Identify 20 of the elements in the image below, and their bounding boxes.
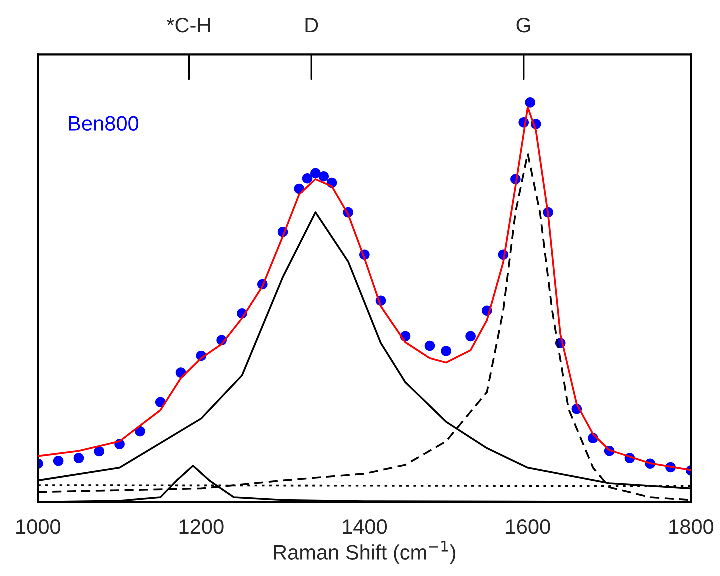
x-tick-label: 1000 bbox=[16, 519, 61, 534]
point bbox=[302, 173, 313, 184]
point bbox=[525, 98, 536, 108]
x-tick-label: 1800 bbox=[670, 519, 714, 534]
point bbox=[74, 453, 84, 464]
point bbox=[53, 456, 64, 466]
point bbox=[310, 168, 321, 179]
x-tick-label: 1600 bbox=[506, 519, 550, 534]
x-tick-label: 1400 bbox=[343, 519, 388, 534]
point bbox=[466, 331, 476, 342]
point bbox=[318, 171, 330, 182]
ref-line-label: D bbox=[306, 18, 318, 32]
point bbox=[94, 446, 105, 457]
point bbox=[424, 340, 436, 352]
ref-line-label: *C-H bbox=[166, 18, 210, 33]
x-tick-label: 1200 bbox=[180, 519, 224, 534]
point bbox=[441, 346, 452, 356]
annotation: Ben800 bbox=[69, 116, 139, 132]
ref-line-label: G bbox=[516, 18, 530, 33]
x-axis-title: Raman Shift (cm$^{−1}$) bbox=[274, 541, 456, 564]
